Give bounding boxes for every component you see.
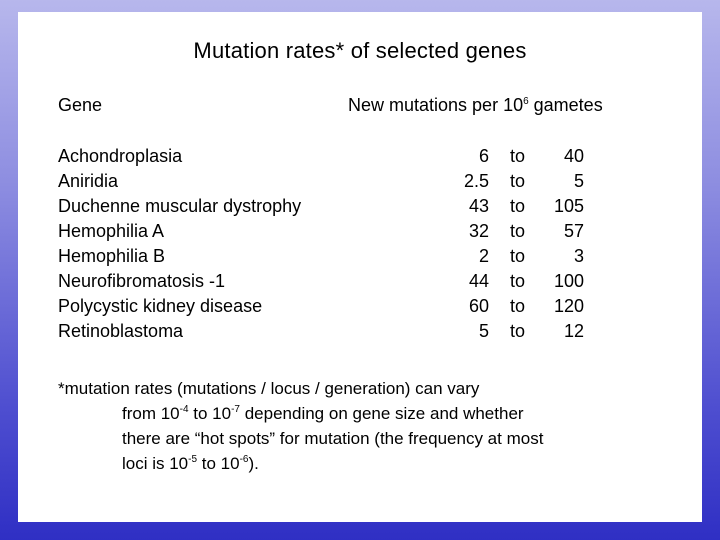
- gene-name: Hemophilia B: [58, 246, 166, 266]
- rate-high: 105: [553, 196, 584, 216]
- rate-low: 5: [478, 321, 489, 341]
- table-row: Hemophilia B 2 to 3: [18, 246, 702, 271]
- footnote-text: from 10: [122, 404, 180, 423]
- rate-to: to: [510, 321, 526, 341]
- rate-low: 2.5: [463, 171, 489, 191]
- footnote-line-4: loci is 10-5 to 10-6).: [58, 451, 543, 476]
- rate-header-prefix: New mutations per 10: [348, 95, 524, 115]
- gene-name: Hemophilia A: [58, 221, 165, 241]
- rate-to: to: [510, 171, 526, 191]
- slide: Mutation rates* of selected genes Gene N…: [18, 12, 702, 522]
- rate-to: to: [510, 196, 526, 216]
- table-row: Hemophilia A 32 to 57: [18, 221, 702, 246]
- rate-high: 5: [573, 171, 584, 191]
- footnote-exponent: -7: [231, 404, 240, 415]
- rate-low: 2: [478, 246, 489, 266]
- table-row: Polycystic kidney disease 60 to 120: [18, 296, 702, 321]
- footnote: *mutation rates (mutations / locus / gen…: [58, 376, 543, 476]
- footnote-exponent: -4: [179, 404, 189, 415]
- rate-to: to: [510, 246, 526, 266]
- rate-high: 100: [553, 271, 584, 291]
- table-row: Aniridia 2.5 to 5: [18, 171, 702, 196]
- column-header-rate: New mutations per 106 gametes: [348, 95, 603, 116]
- table-row: Achondroplasia 6 to 40: [18, 146, 702, 171]
- column-header-gene: Gene: [58, 95, 103, 115]
- footnote-line-3: there are “hot spots” for mutation (the …: [122, 429, 544, 448]
- rate-high: 40: [563, 146, 584, 166]
- rate-high: 57: [563, 221, 584, 241]
- footnote-line-1: *mutation rates (mutations / locus / gen…: [58, 379, 480, 398]
- rate-to: to: [510, 296, 526, 316]
- rate-header-suffix: gametes: [528, 95, 603, 115]
- rate-to: to: [510, 221, 526, 241]
- gene-name: Neurofibromatosis -1: [58, 271, 226, 291]
- gene-name: Achondroplasia: [58, 146, 183, 166]
- slide-title: Mutation rates* of selected genes: [193, 38, 527, 63]
- rate-high: 12: [563, 321, 584, 341]
- rate-low: 32: [468, 221, 489, 241]
- rate-low: 60: [468, 296, 489, 316]
- footnote-text: to 10: [188, 404, 232, 423]
- table-row: Retinoblastoma 5 to 12: [18, 321, 702, 346]
- rate-low: 43: [468, 196, 489, 216]
- footnote-exponent: -5: [188, 454, 198, 465]
- table-row: Neurofibromatosis -1 44 to 100: [18, 271, 702, 296]
- footnote-line-2: from 10-4 to 10-7 depending on gene size…: [58, 401, 543, 426]
- footnote-exponent: -6: [239, 454, 249, 465]
- gene-name: Aniridia: [58, 171, 119, 191]
- gene-name: Retinoblastoma: [58, 321, 184, 341]
- rate-to: to: [510, 271, 526, 291]
- rate-low: 44: [468, 271, 489, 291]
- footnote-text: to 10: [197, 454, 240, 473]
- rate-header-exponent: 6: [523, 96, 529, 107]
- footnote-text: ).: [248, 454, 259, 473]
- gene-name: Polycystic kidney disease: [58, 296, 263, 316]
- rate-to: to: [510, 146, 526, 166]
- rate-low: 6: [478, 146, 489, 166]
- rate-high: 3: [573, 246, 584, 266]
- rate-high: 120: [553, 296, 584, 316]
- footnote-text: loci is 10: [122, 454, 189, 473]
- table-row: Duchenne muscular dystrophy 43 to 105: [18, 196, 702, 221]
- footnote-text: depending on gene size and whether: [240, 404, 524, 423]
- gene-name: Duchenne muscular dystrophy: [58, 196, 302, 216]
